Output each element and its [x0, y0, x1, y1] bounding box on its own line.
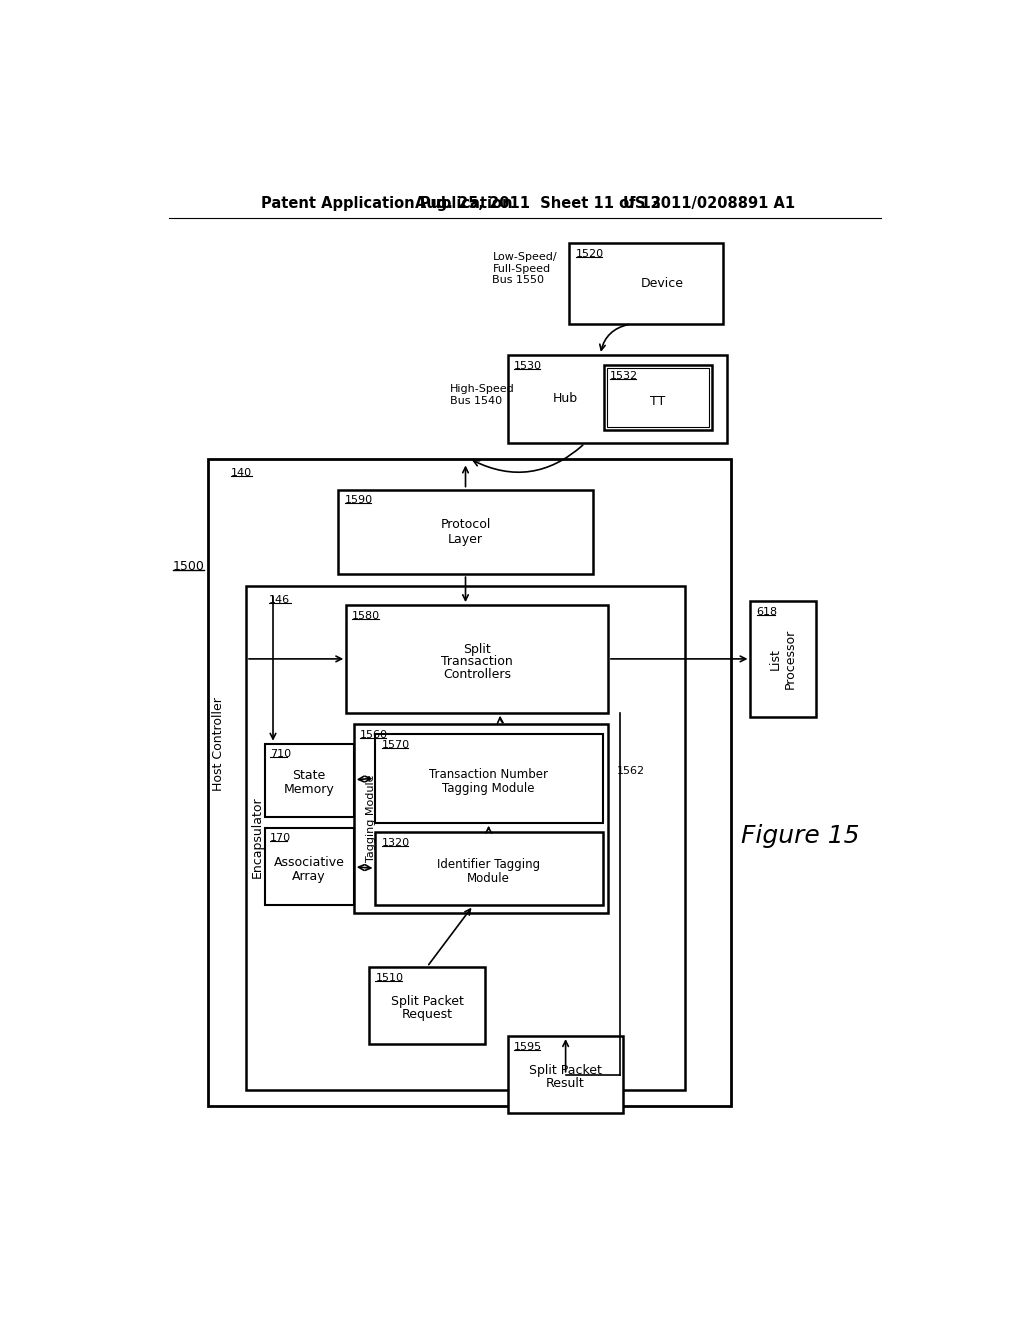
Text: Host Controller: Host Controller — [212, 697, 225, 791]
Text: Identifier Tagging: Identifier Tagging — [437, 858, 541, 871]
Bar — [569, 243, 724, 323]
Text: Aug. 25, 2011  Sheet 11 of 13: Aug. 25, 2011 Sheet 11 of 13 — [416, 195, 662, 211]
Text: Transaction Number: Transaction Number — [429, 768, 548, 781]
Text: 1570: 1570 — [382, 741, 410, 750]
Text: Encapsulator: Encapsulator — [250, 797, 263, 878]
Text: 1562: 1562 — [617, 766, 645, 776]
Text: State: State — [293, 770, 326, 783]
Text: 1580: 1580 — [352, 611, 381, 620]
Text: 1510: 1510 — [376, 973, 403, 982]
Text: 1532: 1532 — [610, 371, 638, 380]
Text: Transaction: Transaction — [441, 656, 513, 668]
Text: Controllers: Controllers — [443, 668, 511, 681]
Text: Split: Split — [463, 643, 490, 656]
Bar — [246, 586, 685, 1090]
Text: Bus 1550: Bus 1550 — [493, 275, 545, 285]
Text: 146: 146 — [269, 594, 290, 605]
Text: 1320: 1320 — [382, 838, 410, 847]
Text: 1520: 1520 — [575, 249, 604, 259]
Text: Request: Request — [401, 1008, 453, 1022]
Text: 1595: 1595 — [514, 1041, 542, 1052]
Text: 1590: 1590 — [345, 495, 373, 506]
Bar — [508, 355, 727, 444]
Text: Tagging Module: Tagging Module — [442, 781, 535, 795]
Text: Device: Device — [640, 277, 683, 289]
Text: 1530: 1530 — [514, 360, 542, 371]
Text: Protocol
Layer: Protocol Layer — [440, 517, 490, 546]
Text: Tagging Module: Tagging Module — [366, 775, 376, 862]
Text: Result: Result — [546, 1077, 585, 1090]
Bar — [508, 1036, 624, 1113]
Text: 618: 618 — [757, 607, 777, 616]
Text: 1560: 1560 — [360, 730, 388, 741]
Text: Patent Application Publication: Patent Application Publication — [261, 195, 513, 211]
Text: Low-Speed/: Low-Speed/ — [493, 252, 557, 261]
Text: Figure 15: Figure 15 — [741, 824, 860, 847]
Text: Full-Speed: Full-Speed — [493, 264, 551, 273]
Text: 710: 710 — [270, 748, 291, 759]
Bar — [208, 459, 731, 1106]
Bar — [607, 368, 709, 428]
Bar — [376, 832, 602, 906]
Text: Hub: Hub — [553, 392, 579, 405]
Bar — [376, 734, 602, 822]
Text: Memory: Memory — [284, 783, 335, 796]
Bar — [265, 743, 354, 817]
Text: High-Speed: High-Speed — [451, 384, 515, 395]
Text: List
Processor: List Processor — [769, 628, 797, 689]
Text: Bus 1540: Bus 1540 — [451, 396, 502, 407]
Text: 140: 140 — [230, 467, 252, 478]
Bar — [346, 605, 608, 713]
Bar — [265, 829, 354, 906]
Bar — [339, 490, 593, 574]
Text: Array: Array — [293, 870, 326, 883]
Bar — [604, 364, 712, 430]
Bar — [751, 601, 816, 717]
Text: 1500: 1500 — [173, 560, 205, 573]
Text: Split Packet: Split Packet — [390, 995, 464, 1008]
Bar — [354, 725, 608, 913]
Text: Module: Module — [467, 871, 510, 884]
Text: Split Packet: Split Packet — [529, 1064, 602, 1077]
Text: TT: TT — [650, 395, 666, 408]
Bar — [370, 966, 484, 1044]
Text: Associative: Associative — [273, 857, 345, 870]
Text: 170: 170 — [270, 833, 291, 843]
Text: US 2011/0208891 A1: US 2011/0208891 A1 — [624, 195, 796, 211]
